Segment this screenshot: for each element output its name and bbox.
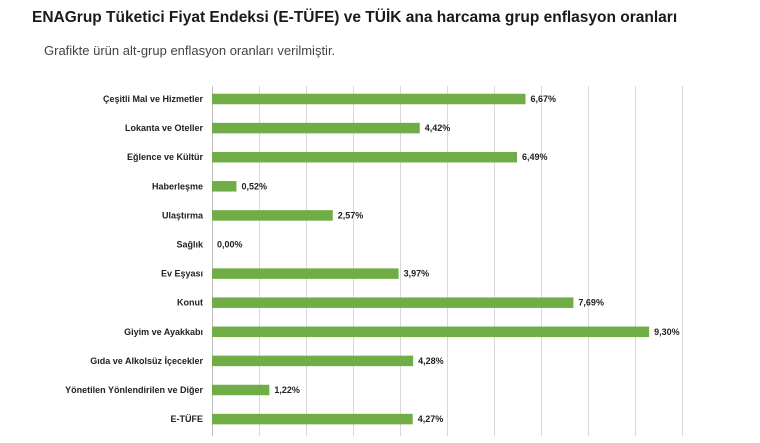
value-label: 4,28% bbox=[418, 356, 444, 366]
value-label: 6,67% bbox=[530, 94, 556, 104]
value-label: 4,27% bbox=[418, 414, 444, 424]
chart-title: ENAGrup Tüketici Fiyat Endeksi (E-TÜFE) … bbox=[32, 9, 678, 26]
category-label: Ulaştırma bbox=[162, 210, 204, 220]
bar bbox=[212, 210, 333, 221]
category-label: Haberleşme bbox=[152, 181, 203, 191]
bars bbox=[212, 93, 650, 425]
category-label: Ev Eşyası bbox=[161, 269, 203, 279]
value-label: 0,52% bbox=[241, 181, 267, 191]
category-label: Lokanta ve Oteller bbox=[125, 123, 204, 133]
category-label: Eğlence ve Kültür bbox=[127, 152, 204, 162]
bar bbox=[212, 181, 237, 192]
category-label: Giyim ve Ayakkabı bbox=[124, 327, 203, 337]
bar bbox=[212, 413, 413, 425]
bar bbox=[212, 122, 420, 134]
category-label: Gıda ve Alkolsüz İçecekler bbox=[90, 356, 203, 366]
bar bbox=[212, 326, 650, 338]
bar bbox=[212, 384, 270, 396]
bar bbox=[212, 297, 574, 308]
gridlines bbox=[212, 86, 683, 436]
value-label: 7,69% bbox=[578, 298, 604, 308]
value-label: 0,00% bbox=[217, 240, 243, 250]
value-label: 2,57% bbox=[338, 210, 364, 220]
bar bbox=[212, 268, 399, 279]
value-label: 9,30% bbox=[654, 327, 680, 337]
value-label: 4,42% bbox=[425, 123, 451, 133]
bar bbox=[212, 355, 414, 367]
category-labels: Çeşitli Mal ve Hizmetler Lokanta ve Otell… bbox=[65, 94, 204, 424]
value-label: 6,49% bbox=[522, 152, 548, 162]
category-label: Çeşitli Mal ve Hizmetler bbox=[103, 94, 204, 104]
category-label: Sağlık bbox=[176, 240, 204, 250]
value-labels: 6,67% 4,42% 6,49% 0,52% 2,57% 0,00% 3,97% 7,69%… bbox=[217, 94, 680, 424]
bar bbox=[212, 93, 526, 105]
category-label: Konut bbox=[177, 298, 203, 308]
category-label: E-TÜFE bbox=[171, 414, 204, 424]
value-label: 1,22% bbox=[274, 385, 300, 395]
chart-subtitle: Grafikte ürün alt-grup enflasyon oranlar… bbox=[44, 43, 336, 58]
value-label: 3,97% bbox=[404, 269, 430, 279]
category-label: Yönetilen Yönlendirilen ve Diğer bbox=[65, 385, 203, 395]
bar bbox=[212, 151, 518, 163]
